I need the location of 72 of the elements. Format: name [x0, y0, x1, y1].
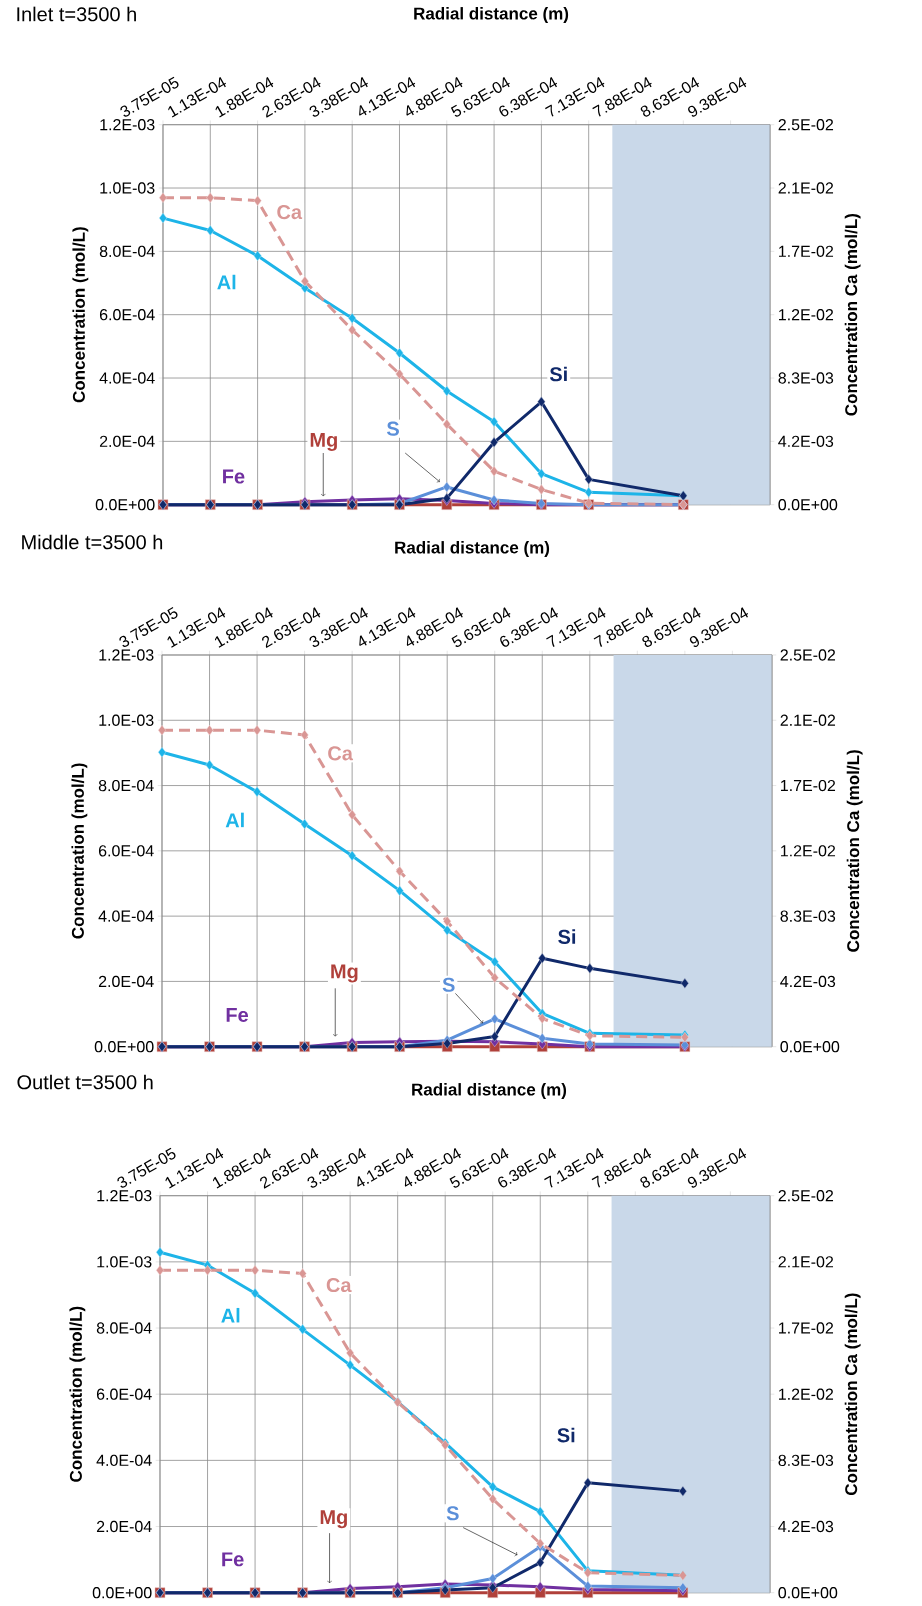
- y2-tick-label: 4.2E-03: [778, 1520, 834, 1533]
- y-tick-label: 4.0E-04: [98, 910, 154, 922]
- x-axis-title: Radial distance (m): [395, 541, 550, 557]
- y-tick-label: 8.0E-04: [96, 1322, 152, 1334]
- y-tick-label: 6.0E-04: [98, 845, 154, 857]
- y-tick-label: 1.0E-03: [99, 714, 154, 726]
- x-axis-title: Radial distance (m): [414, 7, 569, 23]
- y2-tick-label: 2.1E-02: [778, 182, 834, 194]
- text: S: [446, 1506, 459, 1521]
- y-axis-title: Concentration (mol/L): [71, 763, 88, 939]
- y-tick-label: 4.0E-04: [99, 372, 155, 384]
- y-tick-label: 8.0E-04: [98, 779, 154, 792]
- series-label: Fe: [222, 1552, 244, 1567]
- text: Mg: [331, 964, 358, 983]
- y-tick-label: 8.0E-04: [99, 245, 155, 258]
- y-tick-label: 1.2E-03: [99, 649, 154, 661]
- chart-title: Inlet t=3500 h: [17, 6, 136, 22]
- series-label: Fe: [223, 469, 245, 484]
- y-tick-label: 6.0E-04: [96, 1388, 152, 1400]
- y2-tick-label: 0.0E+00: [780, 1041, 840, 1053]
- y-tick-label: 1.2E-03: [97, 1190, 152, 1202]
- y2-tick-label: 1.2E-02: [781, 845, 836, 857]
- chart-title: Middle t=3500 h: [22, 534, 163, 550]
- y-tick-label: 0.0E+00: [94, 1041, 154, 1053]
- text: S: [442, 977, 455, 992]
- y2-tick-label: 1.2E-02: [779, 309, 834, 321]
- series-label: Ca: [328, 746, 354, 761]
- y2-tick-label: 2.1E-02: [778, 1256, 834, 1268]
- text: S: [386, 421, 399, 436]
- series-label: Si: [549, 366, 567, 382]
- series-label: Si: [558, 929, 576, 944]
- text: Mg: [320, 1510, 347, 1529]
- y2-tick-label: 1.7E-02: [779, 245, 834, 258]
- y2-axis-title: Concentration Ca (mol/L): [846, 750, 863, 952]
- y-tick-label: 4.0E-04: [96, 1454, 152, 1467]
- y2-tick-label: 2.1E-02: [780, 714, 836, 726]
- x-axis-title: Radial distance (m): [412, 1083, 567, 1099]
- text: Mg: [310, 433, 337, 451]
- y2-tick-label: 4.2E-03: [780, 975, 836, 988]
- y2-tick-label: 2.5E-02: [778, 1190, 834, 1202]
- y2-tick-label: 4.2E-03: [778, 435, 834, 448]
- y-tick-label: 2.0E-04: [98, 975, 154, 988]
- series-label: Ca: [277, 205, 303, 220]
- y-axis-title: Concentration (mol/L): [72, 227, 89, 403]
- y-tick-label: 2.0E-04: [96, 1520, 152, 1533]
- y2-tick-label: 8.3E-03: [778, 372, 834, 384]
- y-tick-label: 6.0E-04: [99, 309, 155, 321]
- y2-tick-label: 1.2E-02: [779, 1388, 834, 1400]
- y2-tick-label: 8.3E-03: [778, 1454, 834, 1467]
- series-label: Fe: [226, 1007, 249, 1022]
- y2-tick-label: 0.0E+00: [778, 1587, 838, 1599]
- y2-tick-label: 1.7E-02: [779, 1322, 834, 1334]
- series-label: Al: [217, 274, 236, 290]
- y2-tick-label: 0.0E+00: [778, 499, 838, 511]
- chart-title: Outlet t=3500 h: [17, 1074, 153, 1090]
- y2-tick-label: 8.3E-03: [780, 910, 836, 922]
- series-label: Si: [557, 1427, 575, 1443]
- y2-axis-title: Concentration Ca (mol/L): [844, 214, 861, 416]
- y-tick-label: 1.0E-03: [97, 1256, 152, 1268]
- y2-tick-label: 2.5E-02: [780, 649, 836, 661]
- y2-tick-label: 2.5E-02: [778, 119, 834, 131]
- y-axis-title: Concentration (mol/L): [69, 1306, 86, 1482]
- y-tick-label: 2.0E-04: [99, 435, 155, 448]
- y-tick-label: 0.0E+00: [95, 499, 155, 511]
- y2-axis-title: Concentration Ca (mol/L): [844, 1293, 861, 1496]
- y-tick-label: 1.2E-03: [100, 119, 155, 131]
- y-tick-label: 0.0E+00: [92, 1587, 152, 1599]
- series-label: Al: [225, 812, 244, 828]
- series-label: Al: [221, 1307, 240, 1323]
- y2-tick-label: 1.7E-02: [781, 779, 836, 792]
- y-tick-label: 1.0E-03: [100, 182, 155, 194]
- series-label: Ca: [326, 1277, 352, 1293]
